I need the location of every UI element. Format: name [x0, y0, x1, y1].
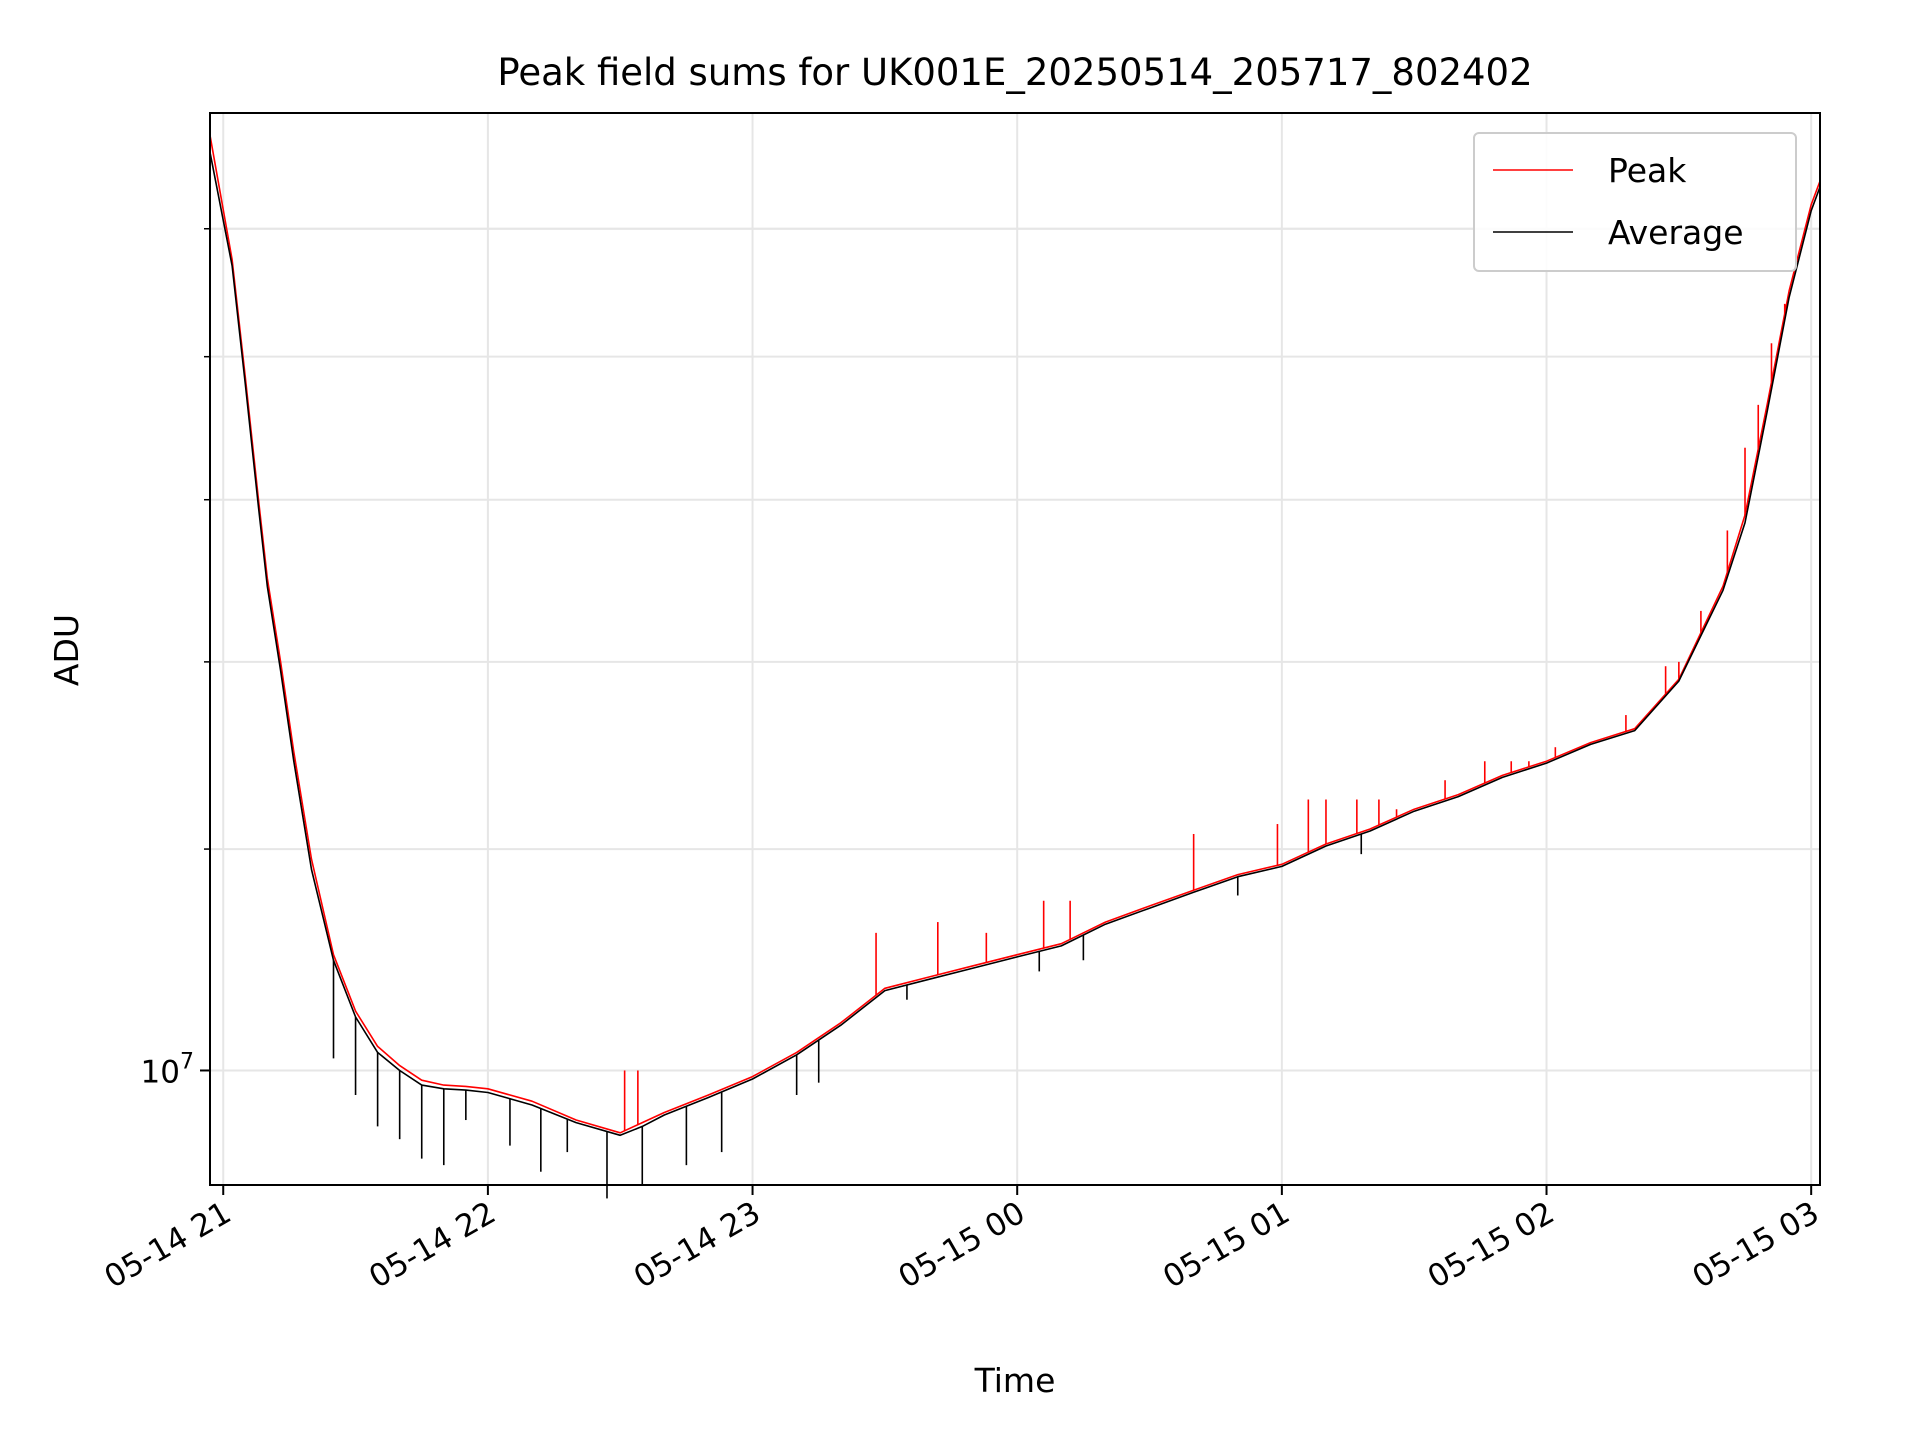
grid-lines	[210, 113, 1820, 1185]
legend-box	[1473, 132, 1797, 272]
series-line-peak	[209, 135, 1821, 1134]
legend-label-peak: Peak	[1608, 151, 1687, 190]
plot-area	[209, 112, 1821, 1199]
legend: Peak Average	[1473, 132, 1797, 272]
plot-frame	[209, 112, 1821, 1186]
y-axis-label: ADU	[47, 614, 86, 686]
chart-title: Peak field sums for UK001E_20250514_2057…	[497, 51, 1532, 94]
y-tick-label: 107	[141, 1049, 194, 1090]
series-lines	[209, 135, 1821, 1199]
y-axis: 107	[141, 227, 210, 1090]
legend-label-average: Average	[1608, 213, 1744, 252]
plot-background	[210, 113, 1820, 1185]
series-line-average	[209, 152, 1821, 1137]
x-axis-label: Time	[974, 1361, 1056, 1400]
